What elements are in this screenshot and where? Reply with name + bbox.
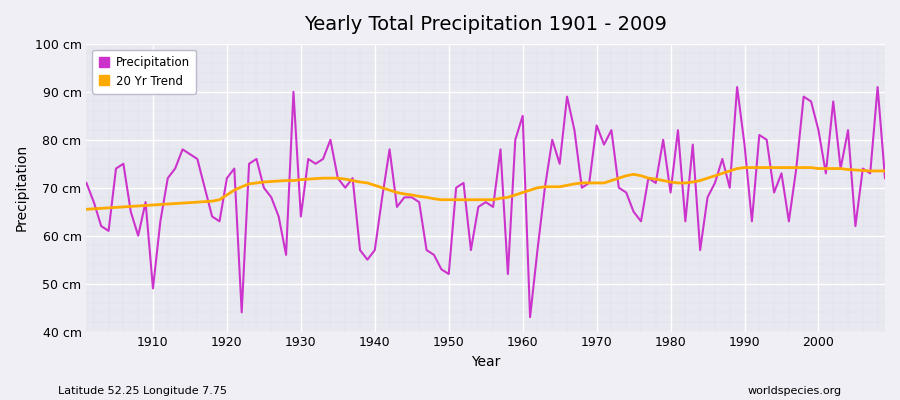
Title: Yearly Total Precipitation 1901 - 2009: Yearly Total Precipitation 1901 - 2009 [304, 15, 667, 34]
Y-axis label: Precipitation: Precipitation [15, 144, 29, 231]
X-axis label: Year: Year [471, 355, 500, 369]
Legend: Precipitation, 20 Yr Trend: Precipitation, 20 Yr Trend [93, 50, 196, 94]
Text: Latitude 52.25 Longitude 7.75: Latitude 52.25 Longitude 7.75 [58, 386, 228, 396]
Text: worldspecies.org: worldspecies.org [747, 386, 842, 396]
